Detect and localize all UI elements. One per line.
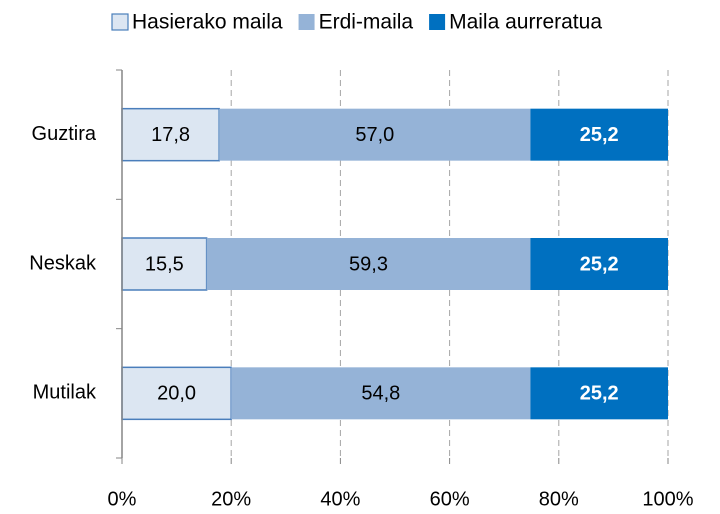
data-label: 17,8 [151,124,190,146]
bars: 17,8 57,0 25,2 15,5 59,3 25,2 20,0 54,8 25,2 [121,107,668,421]
legend-swatch [429,14,446,30]
bar-segment [121,107,220,162]
legend: Hasierako maila Erdi-maila Maila aurreratu… [111,11,602,34]
bar-segment [121,366,232,421]
legend-label: Maila aurreratua [449,11,602,34]
bar-segment [121,237,208,291]
legend-label: Hasierako maila [132,11,283,34]
legend-swatch [298,14,315,30]
legend-swatch [111,13,129,31]
data-label: 15,5 [145,253,184,275]
bar-segment [206,238,531,290]
data-label: 25,2 [580,253,619,275]
data-label: 20,0 [157,383,196,405]
y-tick-label: Neskak [29,252,97,274]
x-tick-label: 40% [320,488,360,510]
data-label: 54,8 [361,383,400,405]
bar-segment [530,108,668,161]
x-tick-label: 60% [430,488,470,510]
x-tick-label: 80% [539,488,579,510]
data-label: 57,0 [355,124,394,146]
bar-segment [219,108,531,161]
x-tick-label: 20% [211,488,251,510]
legend-label: Erdi-maila [319,11,414,34]
bar-segment [530,238,668,290]
data-label: 59,3 [349,253,388,275]
x-tick-label: 100% [642,488,693,510]
bar-segment [530,367,668,420]
y-tick-label: Guztira [32,123,97,145]
y-tick-label: Mutilak [33,382,97,404]
x-tick-label: 0% [108,488,137,510]
bar-segment [231,367,531,420]
data-label: 25,2 [580,383,619,405]
data-label: 25,2 [580,124,619,146]
